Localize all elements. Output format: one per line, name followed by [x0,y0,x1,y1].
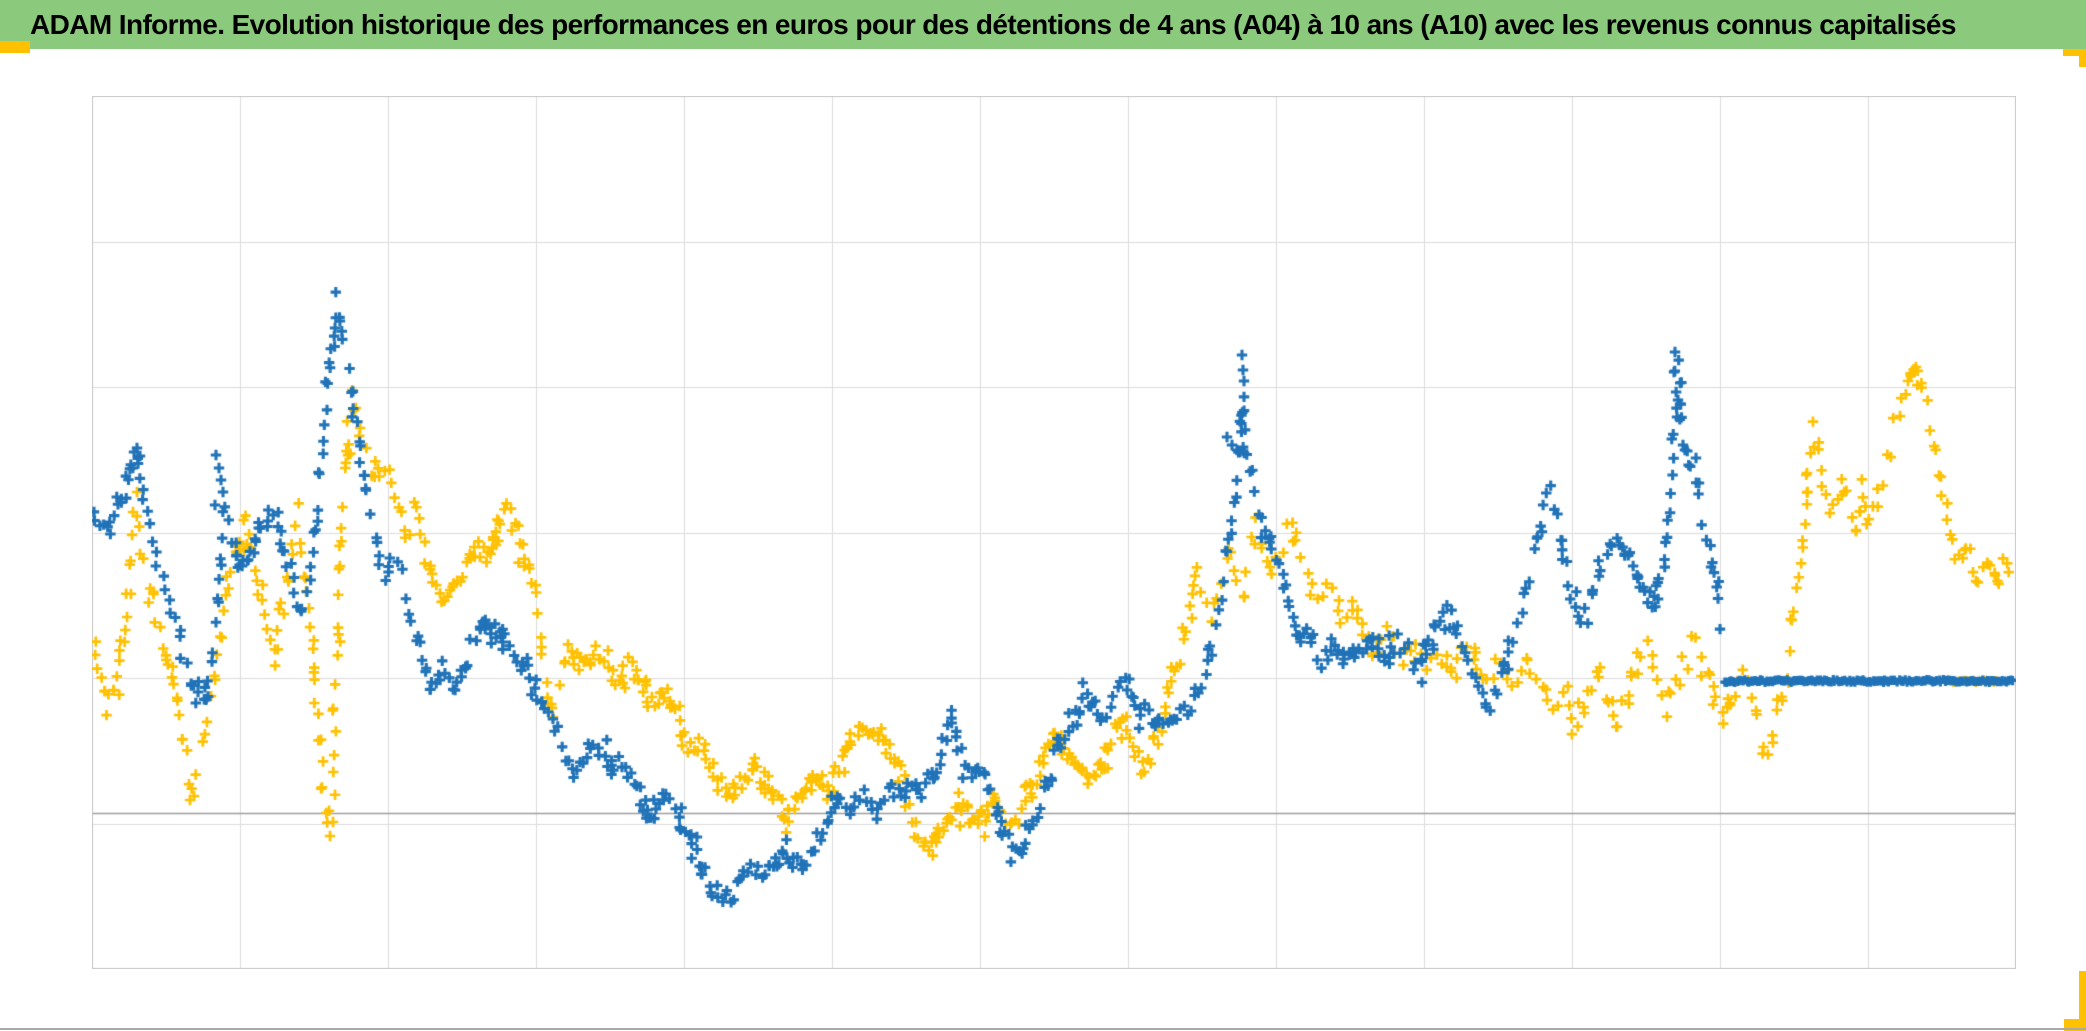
accent-top-right-corner [2063,49,2086,56]
accent-bottom-right-corner [2079,971,2086,1031]
scatter-plot-canvas [92,96,2016,969]
header-bar: ADAM Informe. Evolution historique des p… [0,0,2086,49]
scatter-chart [92,96,2016,969]
accent-top-right-corner [2079,49,2086,67]
page-title: ADAM Informe. Evolution historique des p… [30,8,1956,40]
accent-bottom-left-bar [0,41,30,53]
bottom-divider [0,1028,2086,1030]
